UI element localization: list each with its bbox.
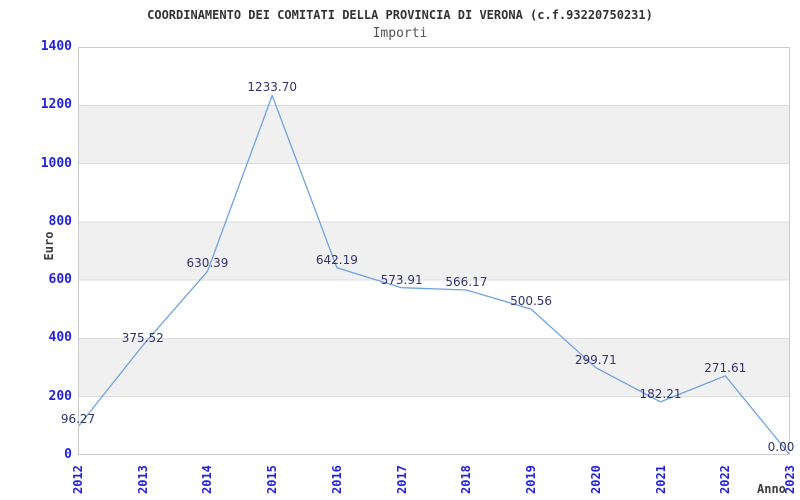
point-value-label: 500.56 — [510, 294, 553, 309]
y-tick-label: 1400 — [40, 39, 72, 54]
y-tick-label: 200 — [48, 388, 72, 404]
point-value-label: 573.91 — [380, 272, 423, 287]
point-value-label: 566.17 — [445, 275, 488, 289]
y-tick-label: 1200 — [40, 97, 72, 113]
chart-subtitle: Importi — [372, 26, 428, 41]
band — [78, 221, 790, 281]
x-tick-label: 2018 — [459, 465, 474, 494]
point-value-label: 642.19 — [315, 252, 358, 267]
x-tick-label: 2013 — [135, 465, 150, 494]
plot-area — [78, 47, 790, 455]
band — [78, 105, 790, 164]
point-value-label: 375.52 — [121, 330, 164, 345]
y-tick-label: 1000 — [40, 155, 72, 171]
x-axis-title: Anno — [757, 482, 786, 496]
point-value-label: 0.00 — [767, 440, 795, 454]
x-tick-label: 2020 — [588, 465, 603, 494]
x-tick-label: 2015 — [265, 465, 280, 494]
point-value-label: 182.21 — [639, 386, 682, 401]
y-tick-label: 800 — [48, 213, 72, 229]
band — [78, 338, 790, 397]
line-plot — [78, 47, 790, 455]
y-tick-label: 600 — [48, 272, 72, 288]
point-value-label: 299.71 — [574, 352, 617, 367]
x-tick-label: 2022 — [718, 465, 733, 494]
x-tick-label: 2017 — [394, 465, 409, 494]
y-tick-label: 0 — [64, 447, 72, 462]
data-line — [78, 94, 790, 455]
point-value-label: 271.61 — [704, 360, 747, 375]
x-tick-label: 2016 — [329, 465, 344, 494]
x-tick-label: 2012 — [71, 465, 85, 494]
chart-title: COORDINAMENTO DEI COMITATI DELLA PROVINC… — [147, 8, 653, 22]
y-tick-label: 400 — [48, 330, 72, 346]
x-tick-label: 2014 — [200, 465, 215, 494]
point-value-label: 1233.70 — [247, 80, 297, 95]
point-value-label: 96.27 — [60, 411, 96, 426]
plot-border — [78, 47, 790, 455]
point-value-label: 630.39 — [186, 256, 229, 271]
y-axis-title: Euro — [42, 231, 56, 261]
x-tick-label: 2021 — [653, 465, 668, 494]
x-tick-label: 2019 — [524, 465, 539, 494]
